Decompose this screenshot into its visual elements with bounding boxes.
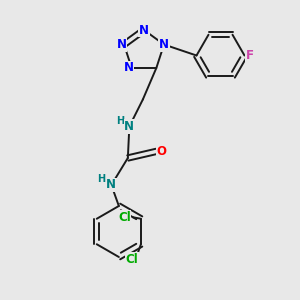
Text: H: H bbox=[116, 116, 124, 126]
Text: N: N bbox=[124, 120, 134, 133]
Text: F: F bbox=[246, 49, 254, 62]
Text: N: N bbox=[139, 23, 149, 37]
Text: O: O bbox=[157, 145, 167, 158]
Text: N: N bbox=[106, 178, 116, 191]
Text: Cl: Cl bbox=[126, 253, 138, 266]
Text: N: N bbox=[117, 38, 127, 51]
Text: N: N bbox=[124, 61, 134, 74]
Text: N: N bbox=[159, 38, 169, 51]
Text: H: H bbox=[98, 174, 106, 184]
Text: Cl: Cl bbox=[118, 211, 131, 224]
